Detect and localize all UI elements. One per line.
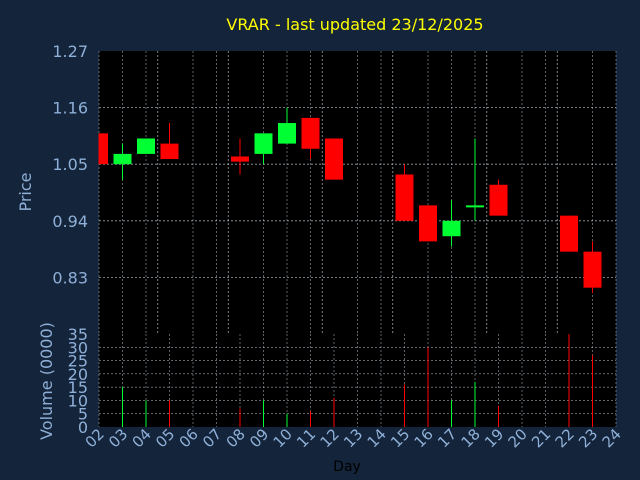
price-y-tick-label: 0.83 [52, 268, 88, 287]
candle-body [583, 251, 602, 288]
price-y-tick-label: 1.16 [52, 99, 88, 118]
candle-body [278, 123, 296, 144]
candle-body [560, 215, 578, 252]
price-axis-label: Price [16, 172, 35, 211]
price-y-tick-label: 1.05 [52, 155, 88, 174]
price-grid [98, 51, 617, 334]
volume-y-tick-label: 30 [68, 338, 88, 357]
price-y-tick-label: 1.27 [52, 42, 88, 61]
candle-body [99, 133, 108, 165]
price-y-tick-labels: 1.27 1.16 1.05 0.94 0.83 [52, 42, 88, 287]
volume-bar-series [122, 334, 593, 427]
candle-body [254, 133, 273, 154]
candle-body [231, 156, 249, 162]
volume-y-tick-label: 10 [68, 391, 88, 410]
candle-body [113, 153, 132, 165]
candle-body [466, 205, 484, 208]
candle-body [325, 138, 343, 180]
candle-body [442, 220, 461, 237]
volume-axis-label: Volume (0000) [37, 322, 56, 440]
volume-y-tick-label: 20 [68, 365, 88, 384]
price-panel: 1.27 1.16 1.05 0.94 0.83 Price [16, 42, 617, 334]
candle-body [160, 143, 179, 160]
volume-y-tick-label: 15 [68, 378, 88, 397]
candle-body [419, 205, 437, 242]
candle-body [395, 174, 414, 221]
candle-body [489, 184, 508, 216]
x-tick-labels: 0203040506070809101112131415161718192021… [82, 425, 625, 451]
volume-y-tick-label: 5 [78, 405, 88, 424]
candlestick-series [98, 107, 602, 293]
chart-title: VRAR - last updated 23/12/2025 [226, 15, 483, 34]
candle-body [137, 138, 155, 154]
volume-y-tick-label: 0 [78, 418, 88, 437]
price-y-tick-label: 0.94 [52, 212, 88, 231]
candle-body [301, 117, 320, 149]
volume-y-tick-label: 25 [68, 352, 88, 371]
volume-y-tick-label: 35 [68, 325, 88, 344]
x-axis-label: Day [333, 459, 361, 475]
